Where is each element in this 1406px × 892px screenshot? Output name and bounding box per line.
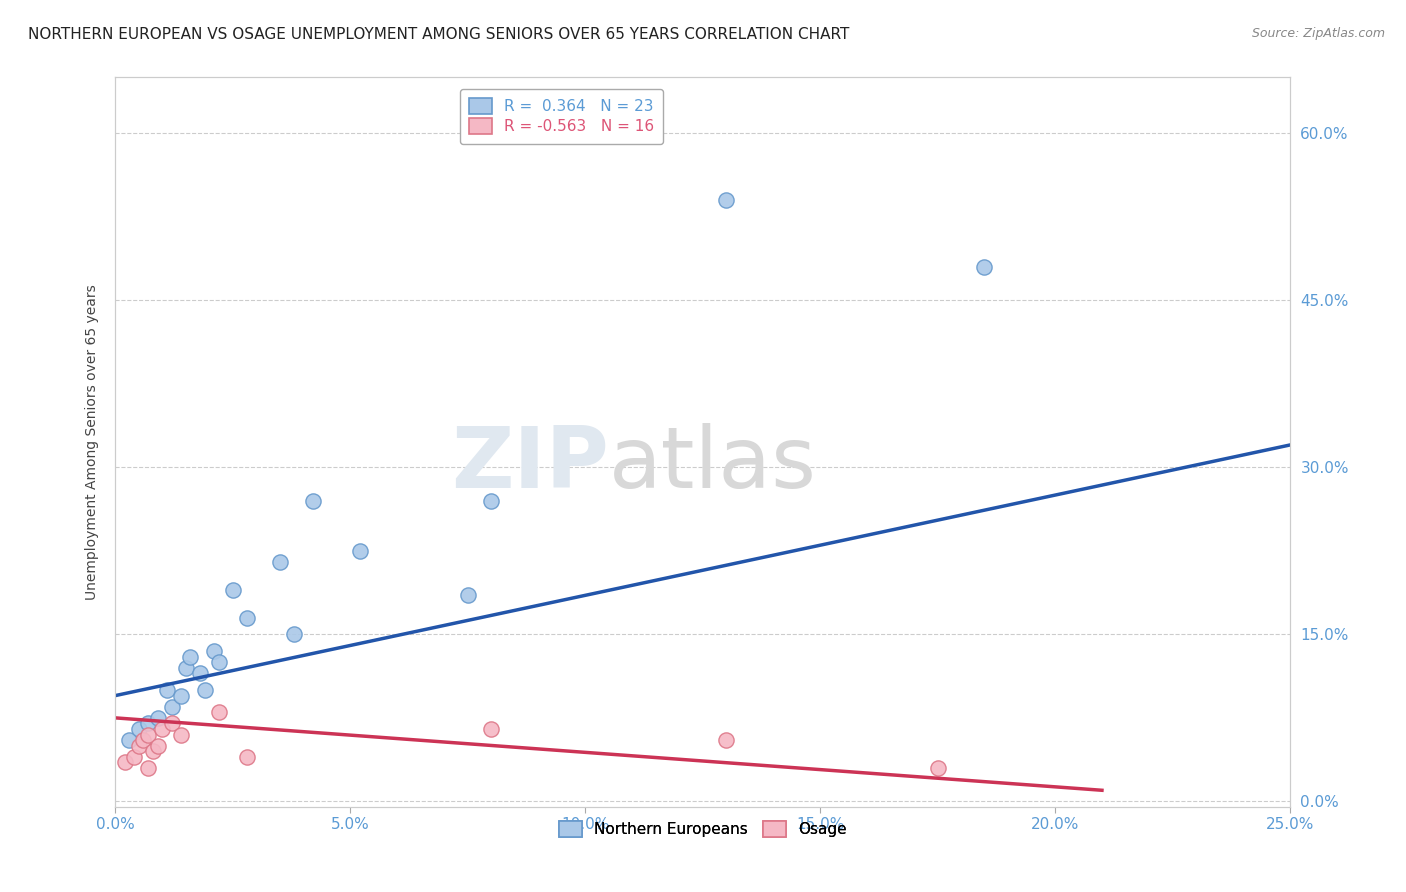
Point — [301, 493, 323, 508]
Point — [973, 260, 995, 274]
Point — [283, 627, 305, 641]
Point — [170, 728, 193, 742]
Y-axis label: Unemployment Among Seniors over 65 years: Unemployment Among Seniors over 65 years — [86, 285, 100, 600]
Point — [170, 689, 193, 703]
Point — [236, 750, 259, 764]
Point — [136, 716, 159, 731]
Text: atlas: atlas — [609, 423, 817, 506]
Point — [160, 699, 183, 714]
Point — [208, 706, 231, 720]
Text: Source: ZipAtlas.com: Source: ZipAtlas.com — [1251, 27, 1385, 40]
Point — [174, 661, 197, 675]
Point — [128, 722, 150, 736]
Point — [208, 655, 231, 669]
Point — [349, 543, 371, 558]
Point — [457, 588, 479, 602]
Point — [479, 722, 502, 736]
Point — [156, 683, 179, 698]
Point — [479, 493, 502, 508]
Point — [714, 193, 737, 207]
Point — [142, 744, 165, 758]
Text: NORTHERN EUROPEAN VS OSAGE UNEMPLOYMENT AMONG SENIORS OVER 65 YEARS CORRELATION : NORTHERN EUROPEAN VS OSAGE UNEMPLOYMENT … — [28, 27, 849, 42]
Point — [150, 722, 173, 736]
Point — [122, 750, 145, 764]
Point — [136, 761, 159, 775]
Legend: Northern Europeans, Osage: Northern Europeans, Osage — [553, 815, 852, 843]
Point — [269, 555, 291, 569]
Point — [132, 733, 155, 747]
Point — [236, 610, 259, 624]
Point — [160, 716, 183, 731]
Point — [202, 644, 225, 658]
Point — [188, 666, 211, 681]
Point — [714, 733, 737, 747]
Point — [146, 711, 169, 725]
Point — [222, 582, 245, 597]
Point — [193, 683, 215, 698]
Point — [146, 739, 169, 753]
Point — [128, 739, 150, 753]
Point — [179, 649, 201, 664]
Text: ZIP: ZIP — [451, 423, 609, 506]
Point — [927, 761, 949, 775]
Point — [118, 733, 141, 747]
Point — [114, 756, 136, 770]
Point — [136, 728, 159, 742]
